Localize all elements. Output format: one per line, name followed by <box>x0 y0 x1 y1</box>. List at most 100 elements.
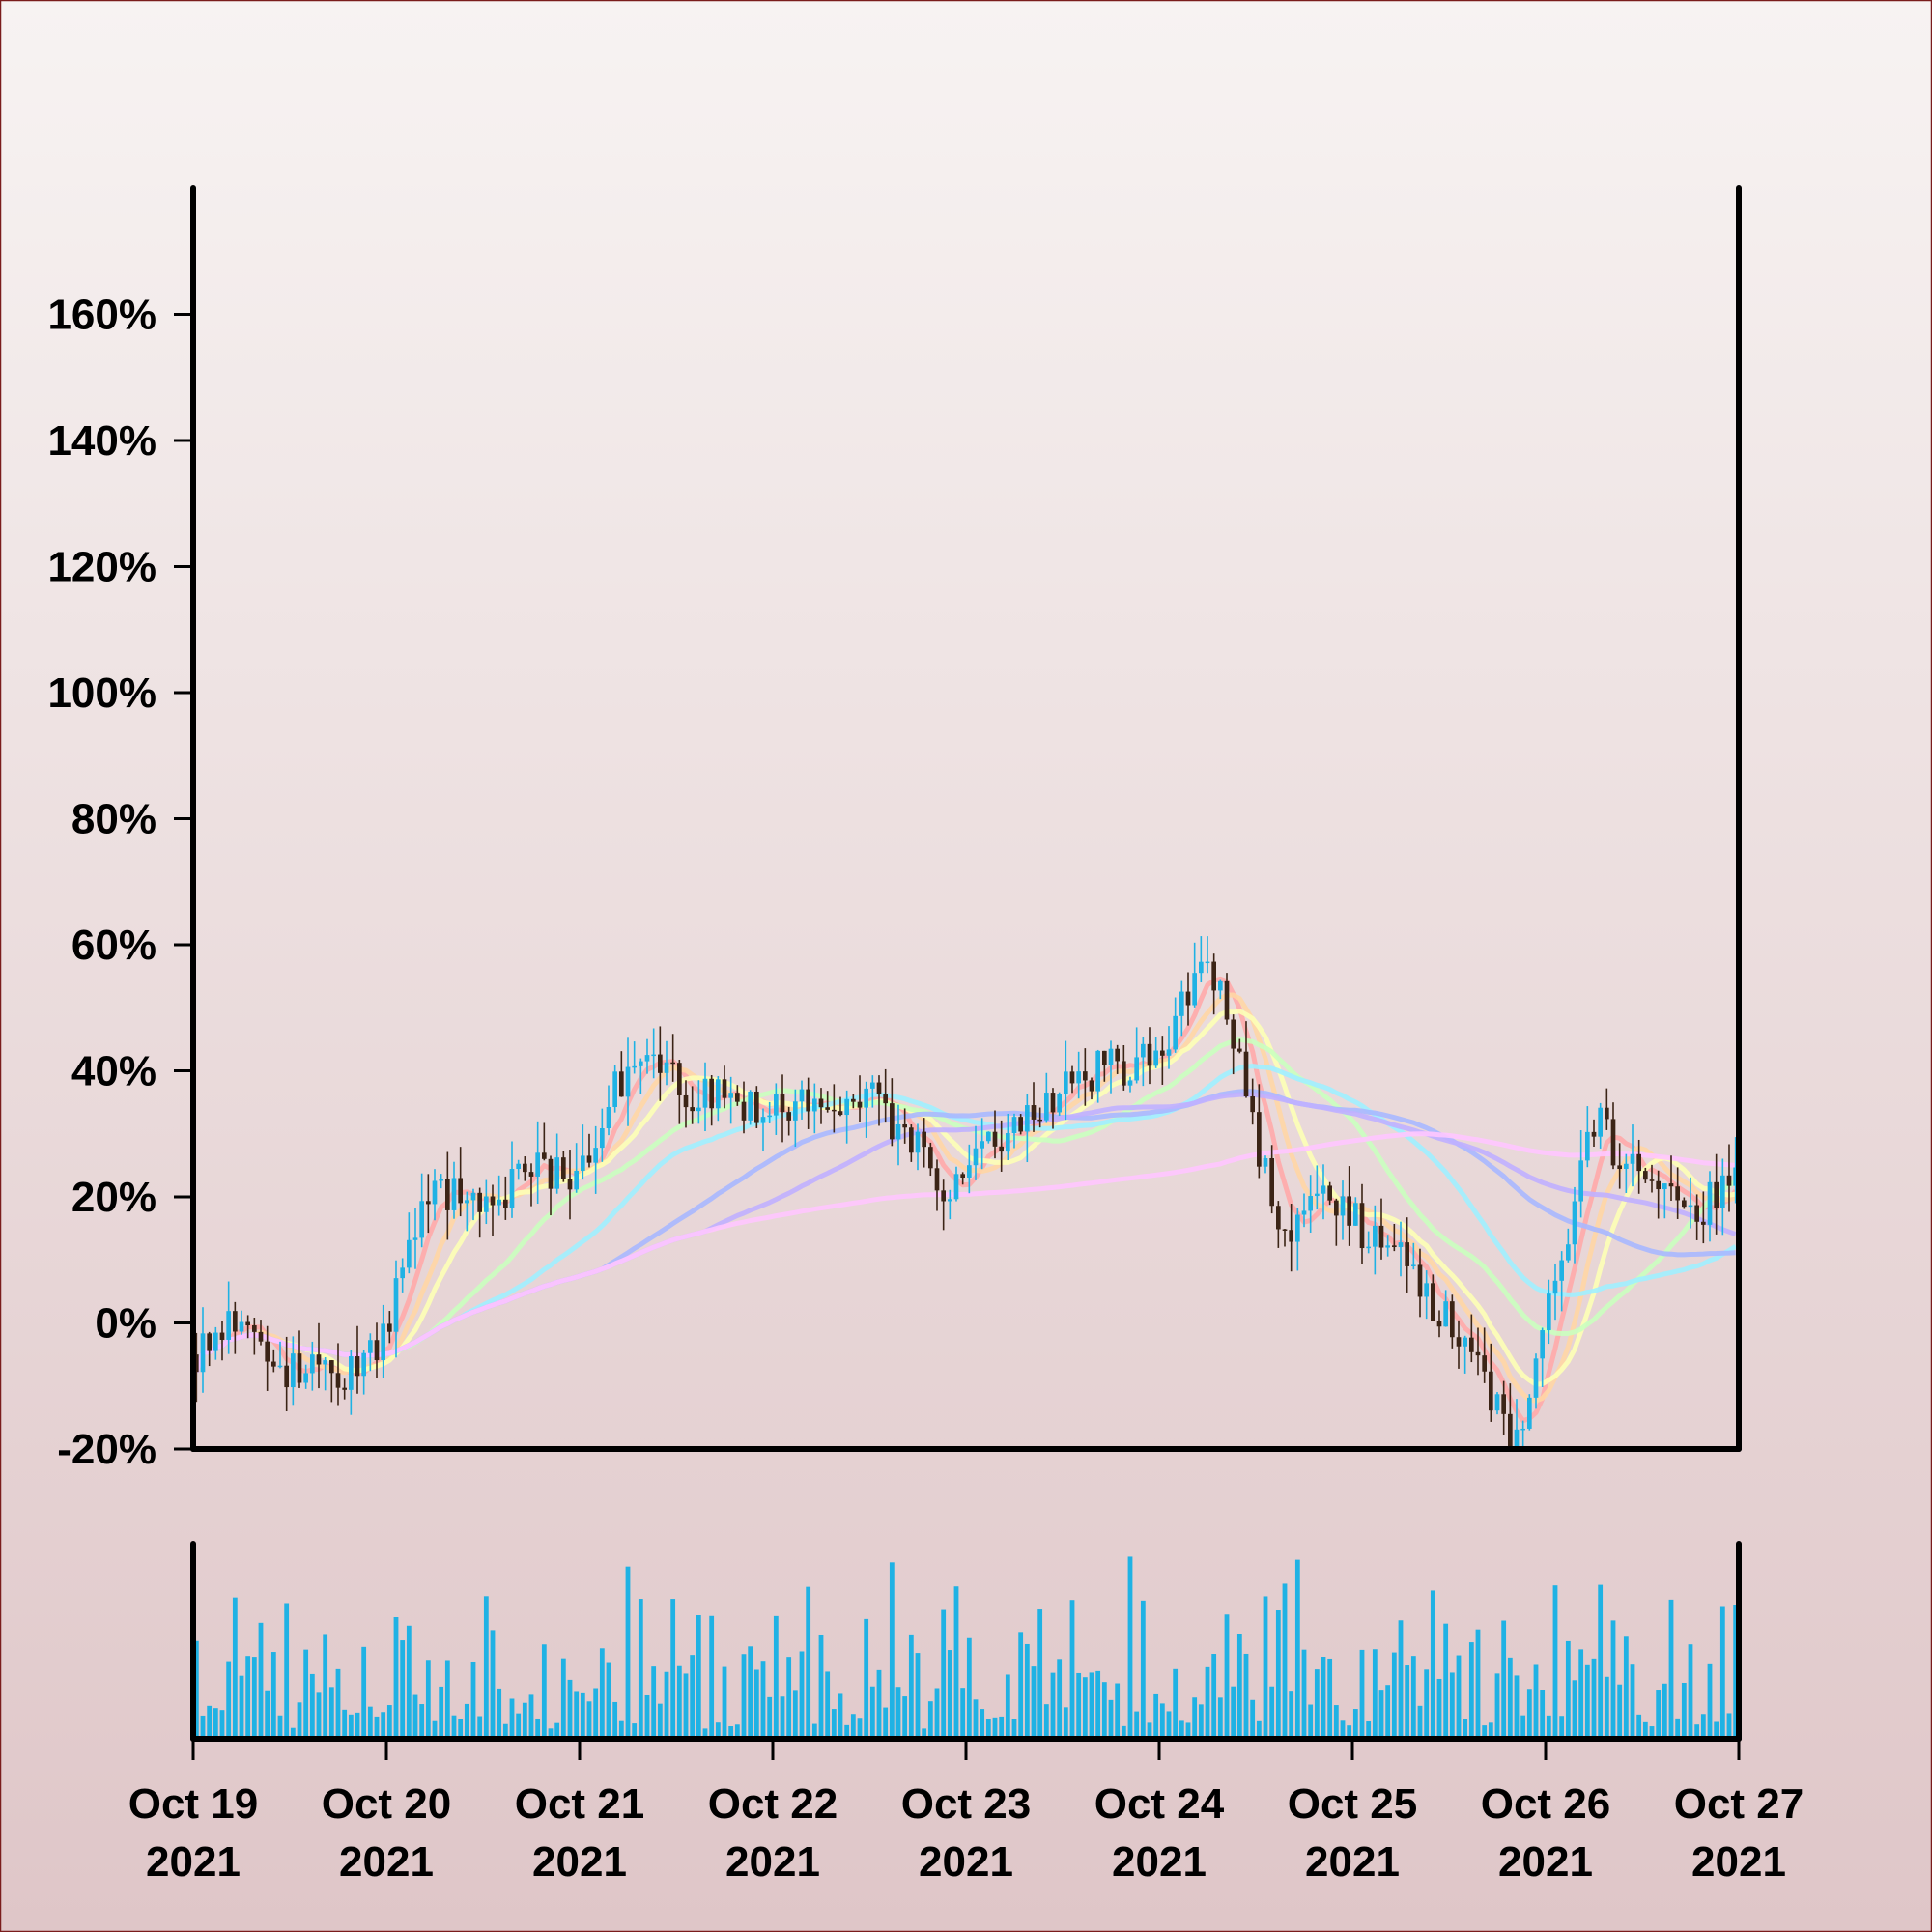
volume-bar <box>1456 1655 1462 1739</box>
candle-body <box>1231 1019 1236 1049</box>
volume-bar <box>599 1648 605 1739</box>
candle-body <box>876 1082 882 1095</box>
x-tick-label-year: 2021 <box>532 1838 627 1886</box>
candle <box>239 1310 244 1335</box>
volume-bar <box>560 1658 566 1739</box>
volume-bar <box>451 1715 457 1739</box>
volume-bar <box>1301 1649 1307 1739</box>
candle <box>1069 1065 1075 1094</box>
volume-bar <box>670 1599 676 1739</box>
volume-bar <box>516 1713 522 1739</box>
volume-bar <box>232 1597 238 1739</box>
candle-body <box>412 1237 418 1240</box>
volume-bar <box>309 1673 315 1739</box>
candle-body <box>851 1098 856 1102</box>
candle <box>832 1084 837 1133</box>
candle-body <box>1578 1160 1583 1202</box>
candle <box>677 1060 682 1124</box>
candle-body <box>1520 1428 1525 1431</box>
candle-body <box>1237 1048 1242 1052</box>
candle-body <box>709 1078 714 1109</box>
candle <box>1340 1180 1346 1240</box>
candle <box>1475 1327 1481 1376</box>
volume-bar <box>1333 1705 1339 1739</box>
candle <box>1044 1072 1049 1123</box>
volume-bar <box>1533 1664 1539 1739</box>
volume-bar <box>1069 1600 1075 1739</box>
volume-bar <box>1256 1720 1262 1739</box>
candle-body <box>1044 1093 1049 1121</box>
candle-body <box>1411 1264 1416 1266</box>
x-tick-label-date: Oct 23 <box>901 1780 1032 1828</box>
candle-body <box>297 1353 302 1383</box>
candle <box>1552 1263 1558 1321</box>
candle <box>799 1080 805 1120</box>
volume-bar <box>323 1634 328 1739</box>
x-tick-label-date: Oct 26 <box>1481 1780 1611 1828</box>
x-tick-label-date: Oct 25 <box>1288 1780 1418 1828</box>
candle-body <box>548 1158 554 1189</box>
candle-body <box>329 1360 334 1374</box>
volume-bar <box>1719 1606 1725 1739</box>
candle-body <box>400 1267 405 1279</box>
volume-bar <box>941 1609 947 1739</box>
volume-bar <box>1327 1658 1333 1739</box>
volume-bar <box>1475 1629 1481 1739</box>
volume-bar <box>1359 1649 1365 1739</box>
x-tick-label-date: Oct 27 <box>1674 1780 1804 1828</box>
volume-bar <box>290 1727 296 1739</box>
x-tick-label-year: 2021 <box>339 1838 434 1886</box>
volume-bar <box>1681 1682 1687 1739</box>
candle-body <box>213 1332 218 1351</box>
candle-body <box>767 1115 772 1118</box>
candle <box>213 1326 218 1360</box>
candle <box>542 1122 547 1161</box>
candle-body <box>1424 1283 1429 1297</box>
candle-body <box>1720 1175 1725 1208</box>
candle <box>1630 1124 1635 1187</box>
candle <box>1643 1167 1648 1183</box>
candle <box>818 1088 824 1124</box>
candlesticks <box>194 936 1738 1449</box>
candle-body <box>934 1168 940 1191</box>
candle-body <box>374 1340 380 1361</box>
candle <box>1624 1153 1629 1193</box>
candle <box>284 1336 289 1411</box>
volume-bar <box>444 1660 450 1739</box>
candle-body <box>928 1147 933 1169</box>
candle <box>1257 1084 1262 1179</box>
volume-bar <box>1043 1704 1049 1739</box>
volume-bar <box>728 1726 734 1739</box>
volume-bar <box>767 1696 773 1739</box>
volume-bar <box>838 1693 843 1739</box>
volume-bar <box>696 1615 701 1739</box>
candle-body <box>1064 1071 1068 1094</box>
candle-body <box>1431 1283 1435 1321</box>
candle <box>323 1357 327 1391</box>
candle-body <box>1018 1117 1023 1132</box>
volume-bar <box>303 1649 309 1739</box>
volume-bar <box>386 1705 392 1739</box>
volume-bar <box>992 1717 998 1739</box>
candle <box>702 1062 708 1132</box>
candle-body <box>207 1333 212 1351</box>
candle-body <box>812 1098 817 1112</box>
candle <box>1134 1027 1139 1084</box>
candle-body <box>883 1094 888 1104</box>
candle-body <box>1456 1337 1462 1347</box>
candle-body <box>696 1107 701 1112</box>
volume-bar <box>509 1698 515 1739</box>
volume-bar <box>844 1724 850 1739</box>
candle-body <box>1643 1171 1648 1180</box>
volume-bar <box>1559 1716 1565 1739</box>
volume-bar <box>1417 1705 1423 1739</box>
volume-bar <box>690 1655 696 1739</box>
candle-body <box>1701 1221 1706 1225</box>
volume-bar <box>1707 1663 1713 1739</box>
volume-bar <box>864 1618 869 1739</box>
candle <box>561 1151 566 1182</box>
volume-bar <box>348 1714 354 1739</box>
candle <box>612 1065 617 1113</box>
candle-body <box>1559 1260 1564 1281</box>
volume-bar <box>1675 1718 1681 1739</box>
